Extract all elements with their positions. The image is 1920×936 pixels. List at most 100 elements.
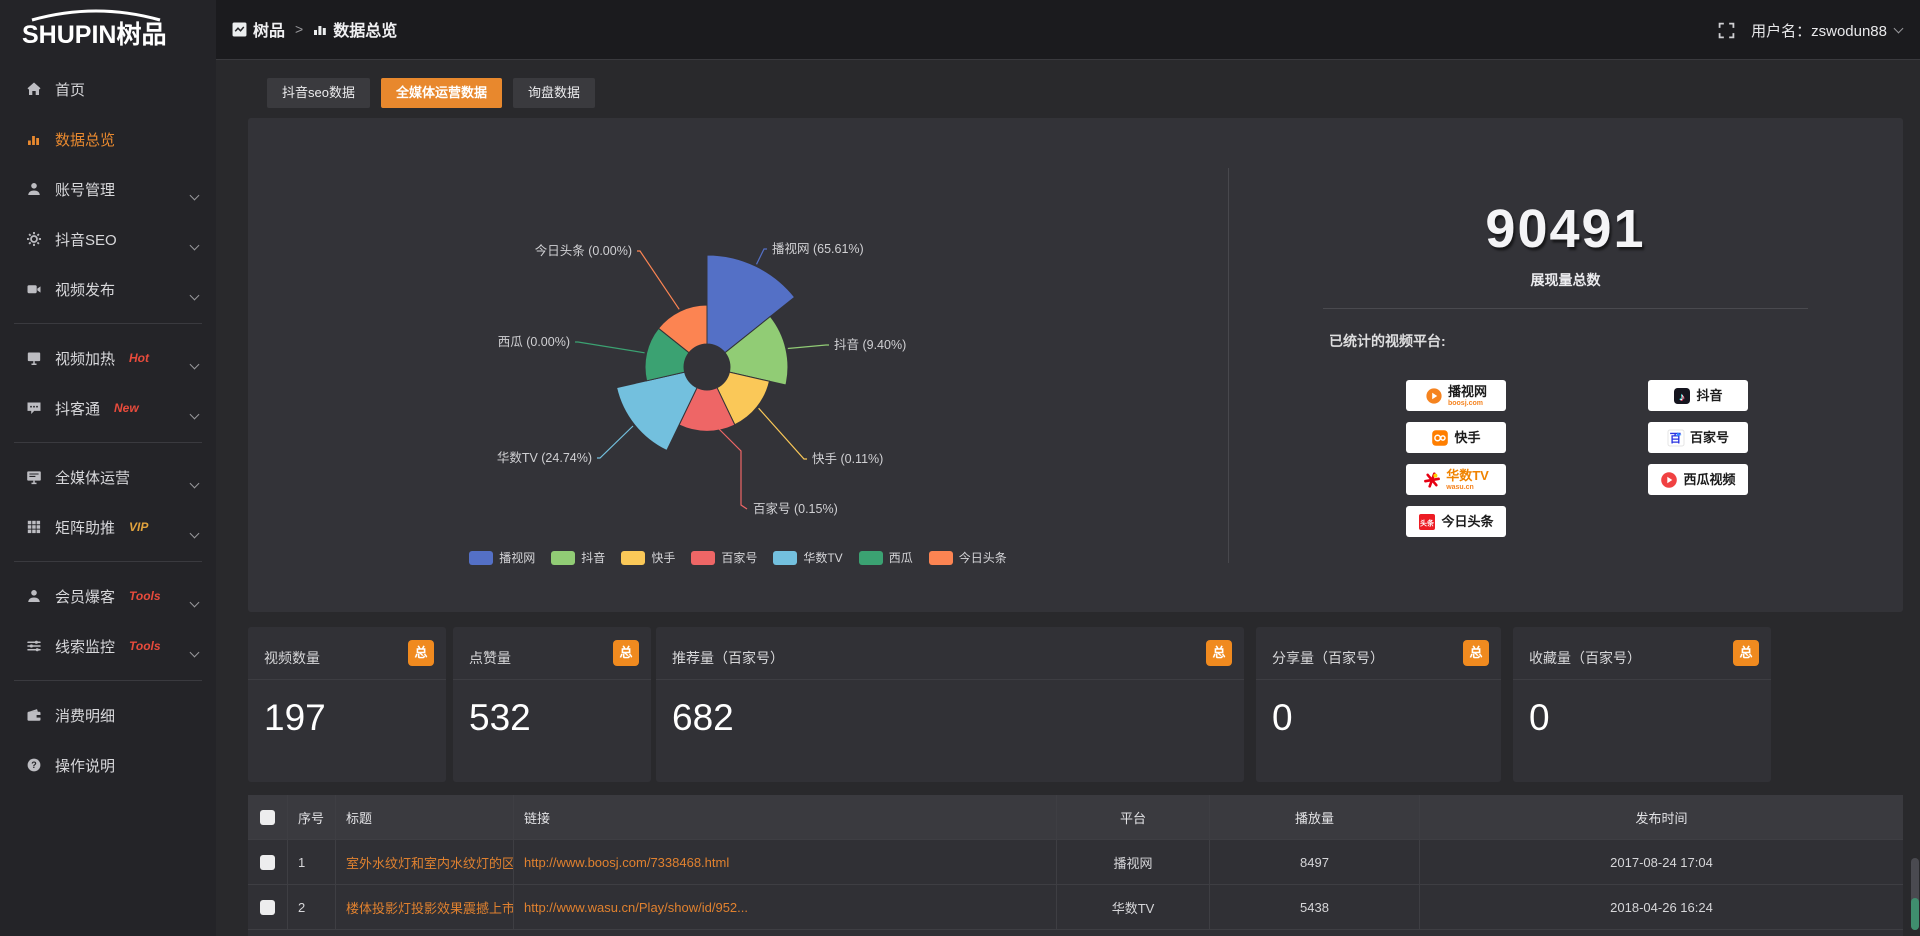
- cell-index: 1: [288, 840, 336, 884]
- sidebar-item-3[interactable]: 抖音SEO: [0, 214, 216, 264]
- legend-swatch: [691, 550, 716, 565]
- kuaishou-logo-icon: [1432, 429, 1449, 446]
- sidebar-item-9[interactable]: 会员爆客 Tools: [0, 571, 216, 621]
- legend-item-6[interactable]: 今日头条: [928, 549, 1007, 566]
- legend-label: 抖音: [581, 551, 606, 565]
- grid-icon: [27, 520, 41, 534]
- card-value: 682: [672, 697, 734, 738]
- legend-label: 华数TV: [803, 551, 843, 565]
- cell-title-link[interactable]: 楼体投影灯投影效果震撼上市: [346, 900, 514, 916]
- tab-1[interactable]: 全媒体运营数据: [380, 78, 502, 108]
- total-impressions-value: 90491: [1485, 199, 1646, 259]
- cell-index: 2: [288, 885, 336, 929]
- sidebar-menu: 首页数据总览账号管理抖音SEO 视频发布视频加热 Hot 抖客通 New 全媒体运营矩阵助…: [0, 52, 216, 790]
- sidebar-item-label: 消费明细: [55, 707, 116, 725]
- wallet-icon: [27, 709, 41, 721]
- card-total-badge[interactable]: 总: [1206, 640, 1232, 666]
- sidebar-item-badge: Hot: [129, 351, 150, 365]
- stat-card-0: 视频数量 总 197: [248, 627, 446, 782]
- legend-swatch: [928, 550, 953, 565]
- row-checkbox[interactable]: [260, 854, 275, 870]
- tab-0[interactable]: 抖音seo数据: [267, 78, 370, 108]
- pie-slice-4[interactable]: 华数TV (24.74%): [616, 371, 698, 452]
- user-icon: [28, 590, 40, 602]
- breadcrumb-root[interactable]: 树品: [253, 23, 286, 40]
- col-header-link: 链接: [514, 795, 1057, 839]
- chevron-down-icon: [189, 528, 200, 539]
- legend-item-5[interactable]: 西瓜: [858, 549, 913, 566]
- pie-slice-0[interactable]: 播视网 (65.61%): [706, 254, 796, 354]
- douyin-logo-icon: ♪♪♪: [1674, 387, 1691, 404]
- platform-name: 播视网: [1447, 383, 1487, 399]
- legend-label: 快手: [651, 551, 676, 565]
- sidebar-item-11[interactable]: 消费明细: [0, 690, 216, 740]
- row-checkbox[interactable]: [260, 899, 275, 915]
- platform-name: 抖音: [1696, 388, 1723, 403]
- sidebar-item-badge: New: [114, 401, 139, 415]
- sidebar-divider: [14, 680, 202, 681]
- fullscreen-icon[interactable]: [1718, 22, 1735, 39]
- sidebar-item-0[interactable]: 首页: [0, 64, 216, 114]
- chevron-down-icon: [189, 190, 200, 201]
- platform-badges-col1: 播视网 boosj.com 快手 华数TV wasu.cn 头条 今日头条: [1406, 380, 1506, 548]
- table-header-row: 序号 标题 链接 平台 播放量 发布时间: [248, 795, 1903, 839]
- sidebar-item-label: 抖音SEO: [55, 231, 117, 249]
- legend-item-2[interactable]: 快手: [621, 549, 675, 566]
- card-total-badge[interactable]: 总: [1733, 640, 1759, 666]
- cell-url-link[interactable]: http://www.wasu.cn/Play/show/id/952...: [524, 899, 748, 915]
- legend-item-3[interactable]: 百家号: [691, 549, 757, 566]
- sidebar-item-12[interactable]: ? 操作说明: [0, 740, 216, 790]
- sidebar-item-1[interactable]: 数据总览: [0, 114, 216, 164]
- card-total-badge[interactable]: 总: [613, 640, 639, 666]
- pie-slice-6[interactable]: 今日头条 (0.00%): [657, 304, 708, 354]
- platform-sub: boosj.com: [1447, 399, 1483, 407]
- card-divider: [1513, 679, 1771, 680]
- sidebar-item-label: 操作说明: [55, 757, 116, 775]
- col-header-index: 序号: [288, 795, 336, 839]
- platform-badge-6: 西瓜视频: [1648, 464, 1748, 495]
- divider: [1323, 308, 1808, 309]
- sidebar-item-10[interactable]: 线索监控 Tools: [0, 621, 216, 671]
- platform-name: 西瓜视频: [1683, 472, 1736, 487]
- cell-plays: 5438: [1210, 885, 1420, 929]
- card-value: 197: [264, 697, 326, 738]
- sliders-icon: [27, 640, 41, 652]
- col-header-title: 标题: [336, 795, 514, 839]
- sidebar-item-7[interactable]: 全媒体运营: [0, 452, 216, 502]
- table-row-0: 1 室外水纹灯和室内水纹灯的区别和简介 http://www.boosj.com/7…: [248, 839, 1903, 884]
- breadcrumb: 树品 > 数据总览: [232, 17, 397, 41]
- legend-item-4[interactable]: 华数TV: [773, 549, 843, 566]
- stat-card-4: 收藏量（百家号） 总 0: [1513, 627, 1771, 782]
- cell-title-link[interactable]: 室外水纹灯和室内水纹灯的区别和简介: [346, 855, 514, 871]
- legend-swatch: [551, 550, 576, 565]
- pie-label-line: [787, 344, 829, 350]
- xigua-logo-icon: [1661, 471, 1678, 488]
- card-total-badge[interactable]: 总: [1463, 640, 1489, 666]
- tab-2[interactable]: 询盘数据: [512, 78, 595, 108]
- legend-item-1[interactable]: 抖音: [551, 549, 605, 566]
- pie-label: 播视网 (65.61%): [772, 241, 864, 256]
- sidebar-item-5[interactable]: 视频加热 Hot: [0, 333, 216, 383]
- sidebar-item-6[interactable]: 抖客通 New: [0, 383, 216, 433]
- card-total-badge[interactable]: 总: [408, 640, 434, 666]
- svg-text:♪: ♪: [1679, 391, 1685, 403]
- user-menu[interactable]: 用户名：zswodun88: [1751, 20, 1904, 41]
- chevron-down-icon: [189, 478, 200, 489]
- select-all-checkbox[interactable]: [260, 809, 275, 825]
- sidebar-item-label: 数据总览: [55, 131, 116, 149]
- sidebar-item-2[interactable]: 账号管理: [0, 164, 216, 214]
- stat-card-1: 点赞量 总 532: [453, 627, 651, 782]
- chevron-down-icon: [189, 359, 200, 370]
- sidebar-item-label: 全媒体运营: [55, 469, 131, 487]
- sidebar-item-4[interactable]: 视频发布: [0, 264, 216, 314]
- cell-url-link[interactable]: http://www.boosj.com/7338468.html: [524, 854, 730, 870]
- scrollbar-thumb[interactable]: [1911, 858, 1919, 930]
- sidebar-item-8[interactable]: 矩阵助推 VIP: [0, 502, 216, 552]
- breadcrumb-current: 数据总览: [333, 23, 398, 40]
- logo-text: SHUPIN树品: [22, 21, 166, 49]
- pie-slice-1[interactable]: 抖音 (9.40%): [724, 315, 789, 386]
- pie-label-line: [597, 425, 634, 459]
- legend-item-0[interactable]: 播视网: [469, 549, 535, 566]
- summary-pane: 90491 展现量总数 已统计的视频平台: 播视网 boosj.com 快手 华数TV…: [1228, 168, 1902, 563]
